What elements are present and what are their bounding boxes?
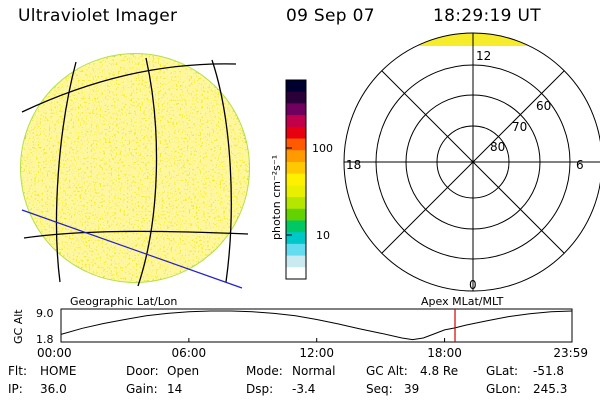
colorbar-swatch bbox=[286, 103, 306, 116]
colorbar-swatch bbox=[286, 161, 306, 175]
geographic-image-panel bbox=[20, 53, 250, 289]
polar-label-70: 70 bbox=[512, 120, 527, 134]
colorbar-swatch bbox=[286, 126, 306, 140]
altitude-series-line bbox=[60, 310, 573, 341]
altitude-ylabel: GC Alt bbox=[12, 309, 25, 344]
altitude-chart: 9.0 1.800:00 06:00 12:00 18:00 23:59 bbox=[36, 307, 588, 360]
time-text: 18:29:19 UT bbox=[433, 6, 541, 26]
colorbar bbox=[285, 79, 307, 280]
colorbar-swatch bbox=[286, 267, 306, 280]
colorbar-swatch bbox=[286, 115, 306, 128]
geographic-label: Geographic Lat/Lon bbox=[70, 295, 177, 308]
dsp-value: -3.4 bbox=[292, 382, 316, 396]
colorbar-swatch bbox=[286, 197, 306, 210]
colorbar-swatch bbox=[286, 243, 306, 257]
glat-label: GLat: bbox=[486, 364, 519, 378]
altitude-xtick-label: 00:00 bbox=[37, 346, 72, 360]
colorbar-swatch bbox=[286, 185, 306, 198]
altitude-xtick-label: 06:00 bbox=[172, 346, 207, 360]
gain-label: Gain: bbox=[126, 382, 158, 396]
colorbar-unit-label: photon cm⁻²s⁻¹ bbox=[270, 155, 283, 240]
instrument-title: Ultraviolet Imager bbox=[18, 6, 178, 26]
door-label: Door: bbox=[126, 364, 159, 378]
longitude-line bbox=[211, 59, 232, 283]
polar-label-80: 80 bbox=[490, 140, 505, 154]
gain-value: 14 bbox=[167, 382, 183, 396]
colorbar-swatch bbox=[286, 80, 306, 93]
gc-alt-label: GC Alt: bbox=[366, 364, 408, 378]
mlt-label-0: 0 bbox=[469, 278, 477, 292]
seq-value: 39 bbox=[404, 382, 420, 396]
colorbar-border bbox=[285, 79, 307, 280]
colorbar-swatch bbox=[286, 220, 306, 233]
mlt-label-12: 12 bbox=[476, 49, 491, 63]
altitude-xtick-label: 18:00 bbox=[427, 346, 462, 360]
polar-mlt-plot bbox=[343, 32, 600, 292]
altitude-xtick-label: 23:59 bbox=[553, 346, 588, 360]
apex-label: Apex MLat/MLT bbox=[421, 295, 504, 308]
flight-value: HOME bbox=[40, 364, 77, 378]
polar-label-60: 60 bbox=[536, 99, 551, 113]
ip-value: 36.0 bbox=[40, 382, 67, 396]
mode-value: Normal bbox=[292, 364, 336, 378]
colorbar-swatch bbox=[286, 232, 306, 245]
latitude-line bbox=[21, 63, 237, 113]
colorbar-swatch bbox=[286, 138, 306, 151]
mlt-label-18: 18 bbox=[346, 158, 361, 172]
geographic-grid bbox=[21, 57, 249, 287]
colorbar-tick-label-100: 100 bbox=[312, 142, 333, 155]
glon-label: GLon: bbox=[486, 382, 521, 396]
altitude-ytick-label: 1.8 bbox=[36, 333, 54, 346]
colorbar-tick-label-10: 10 bbox=[316, 229, 330, 242]
ip-label: IP: bbox=[8, 382, 23, 396]
glat-value: -51.8 bbox=[533, 364, 565, 378]
glon-value: 245.3 bbox=[533, 382, 568, 396]
altitude-chart-frame bbox=[60, 308, 573, 343]
mode-label: Mode: bbox=[246, 364, 283, 378]
colorbar-swatch bbox=[286, 150, 306, 163]
longitude-line bbox=[137, 57, 158, 287]
dsp-label: Dsp: bbox=[246, 382, 274, 396]
altitude-xtick-label: 12:00 bbox=[299, 346, 334, 360]
colorbar-swatch bbox=[286, 91, 306, 105]
polar-diagonal bbox=[381, 70, 565, 254]
door-value: Open bbox=[167, 364, 200, 378]
latitude-line bbox=[23, 230, 249, 239]
longitude-line bbox=[55, 61, 77, 283]
altitude-ytick-label: 9.0 bbox=[36, 307, 54, 320]
terminator-line bbox=[21, 209, 243, 289]
date-text: 09 Sep 07 bbox=[286, 6, 375, 26]
colorbar-swatch bbox=[286, 208, 306, 222]
flight-label: Flt: bbox=[8, 364, 27, 378]
mlt-label-6: 6 bbox=[576, 158, 584, 172]
colorbar-swatch bbox=[286, 173, 306, 186]
gc-alt-value: 4.8 Re bbox=[420, 364, 459, 378]
seq-label: Seq: bbox=[366, 382, 393, 396]
colorbar-swatch bbox=[286, 255, 306, 268]
